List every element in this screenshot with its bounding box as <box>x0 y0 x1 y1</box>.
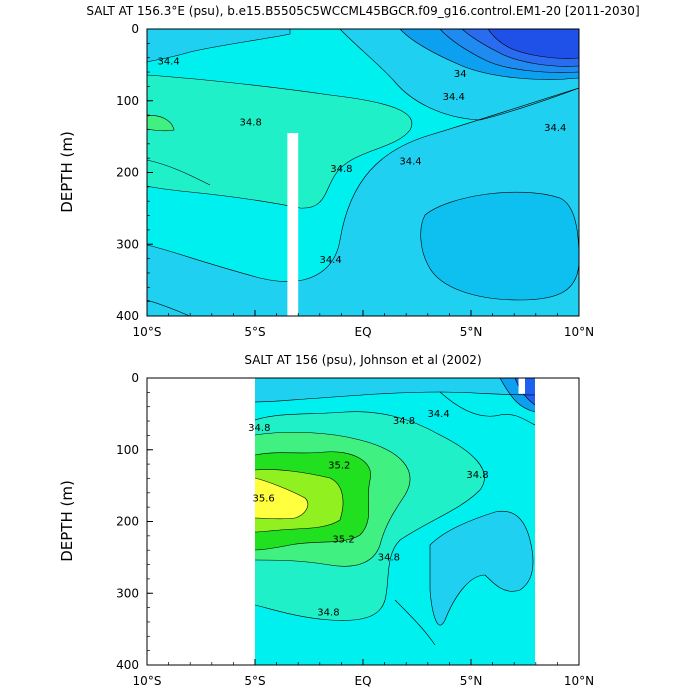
x-tick-label: 5°S <box>244 325 265 339</box>
contour-label: 34 <box>454 69 467 80</box>
contour-label: 35.6 <box>253 494 275 505</box>
chart-1-contour <box>147 299 191 316</box>
chart-2-contour <box>429 510 534 626</box>
chart-2-fill-34.4-right <box>430 511 533 626</box>
chart-2-contour <box>255 411 485 621</box>
chart-2-contour <box>394 599 436 646</box>
chart-2-fill-34.4-top <box>255 378 535 402</box>
chart-1-title: SALT AT 156.3°E (psu), b.e15.B5505C5WCCM… <box>86 4 639 18</box>
chart-1-fill-34.2-deep <box>420 192 579 300</box>
contour-label: 34.8 <box>248 423 270 434</box>
x-tick-label: 5°N <box>460 325 483 339</box>
chart-2-title: SALT AT 156 (psu), Johnson et al (2002) <box>244 353 481 367</box>
chart-2: SALT AT 156 (psu), Johnson et al (2002) <box>58 353 594 688</box>
chart-1-contour <box>147 115 175 132</box>
chart-1-contour <box>487 29 579 59</box>
chart-2-contour <box>499 378 535 413</box>
chart-1: SALT AT 156.3°E (psu), b.e15.B5505C5WCCM… <box>58 4 640 339</box>
chart-1-y-label: DEPTH (m) <box>58 131 76 213</box>
chart-2-contour <box>514 378 535 406</box>
x-tick-label: EQ <box>354 325 371 339</box>
contour-label: 34.8 <box>378 552 400 563</box>
contour-label: 34.4 <box>544 123 566 134</box>
x-tick-label: 5°N <box>460 674 483 688</box>
chart-1-contour <box>399 29 579 80</box>
x-tick-label: 10°S <box>133 674 162 688</box>
chart-2-contour <box>255 391 535 403</box>
y-tick-label: 100 <box>116 443 139 457</box>
contour-label: 34.8 <box>317 608 339 619</box>
y-tick-label: 0 <box>131 22 139 36</box>
chart-1-fill-33.6 <box>488 29 579 59</box>
chart-1-plot <box>147 29 579 316</box>
chart-2-y-axis: 0 100 200 300 400 <box>116 371 153 672</box>
contour-label: 34.8 <box>393 416 415 427</box>
chart-1-contour <box>461 29 579 67</box>
y-tick-label: 200 <box>116 515 139 529</box>
contour-label: 35.2 <box>328 461 350 472</box>
chart-1-contour <box>439 29 579 73</box>
chart-1-contour <box>147 29 291 63</box>
y-tick-label: 300 <box>116 237 139 251</box>
contour-label: 34.4 <box>319 255 341 266</box>
contour-label: 34.4 <box>399 157 421 168</box>
contour-label: 34.8 <box>330 164 352 175</box>
chart-2-y-label: DEPTH (m) <box>58 480 76 562</box>
chart-2-contour-labels: 34.8 34.8 34.4 35.2 34.8 35.6 35.2 34.8 34.8 <box>248 409 488 619</box>
y-tick-label: 100 <box>116 94 139 108</box>
chart-1-y-axis: 0 100 200 300 400 <box>116 22 153 323</box>
x-tick-label: 10°N <box>564 674 594 688</box>
chart-2-contour <box>255 477 309 520</box>
chart-2-contour <box>255 469 344 533</box>
contour-label: 35.2 <box>332 534 354 545</box>
chart-1-contour <box>339 29 579 121</box>
x-tick-label: 10°S <box>133 325 162 339</box>
x-tick-label: EQ <box>354 674 371 688</box>
chart-2-missing-strip <box>518 378 525 394</box>
y-tick-label: 400 <box>116 309 139 323</box>
chart-1-x-axis: 10°S 5°S EQ 5°N 10°N <box>133 310 594 339</box>
contour-label: 34.4 <box>157 56 179 67</box>
chart-1-fill-34.8 <box>147 75 412 209</box>
contour-label: 34.4 <box>427 409 449 420</box>
chart-2-plot <box>255 378 535 665</box>
chart-1-contour <box>147 87 579 282</box>
chart-2-x-axis: 10°S 5°S EQ 5°N 10°N <box>133 659 594 688</box>
chart-1-missing-strip <box>287 133 299 316</box>
chart-1-contour <box>420 191 579 301</box>
y-tick-label: 300 <box>116 586 139 600</box>
chart-1-contour <box>147 74 413 209</box>
chart-2-contour <box>255 431 411 567</box>
contour-label: 34.4 <box>443 92 465 103</box>
chart-1-contour-labels: 34.4 34.8 34.8 34.4 34.4 34 34.4 34.4 <box>157 56 566 266</box>
x-tick-label: 10°N <box>564 325 594 339</box>
y-tick-label: 0 <box>131 371 139 385</box>
y-tick-label: 400 <box>116 658 139 672</box>
chart-1-fill-35.0 <box>147 115 174 131</box>
chart-2-fill-35.6 <box>255 478 308 519</box>
y-tick-label: 200 <box>116 166 139 180</box>
chart-2-contour <box>255 451 371 551</box>
contour-label: 34.8 <box>240 117 262 128</box>
chart-1-contour <box>147 159 211 186</box>
contour-label: 34.8 <box>466 470 488 481</box>
x-tick-label: 5°S <box>244 674 265 688</box>
chart-2-contour <box>439 391 535 426</box>
